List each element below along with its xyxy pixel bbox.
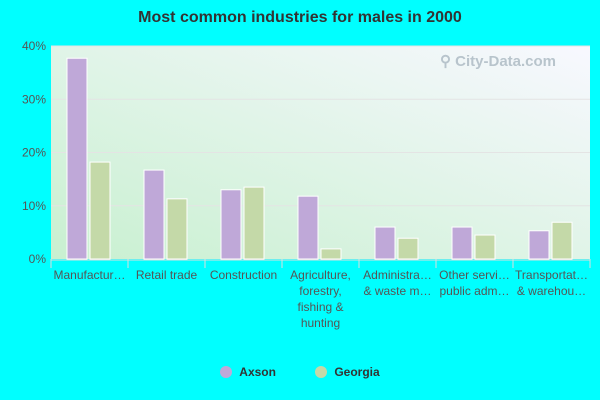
x-category-label: Agriculture, (290, 268, 351, 282)
legend-label: Axson (239, 365, 276, 379)
x-category-label: forestry, (299, 284, 341, 298)
x-category-label: Other servi… (439, 268, 510, 282)
legend-label: Georgia (334, 365, 380, 379)
bar-georgia (397, 237, 419, 260)
bar-axson (220, 189, 242, 260)
x-category-label: Retail trade (136, 268, 198, 282)
y-tick-label: 40% (22, 39, 46, 53)
x-category-label: Administra… (363, 268, 432, 282)
bar-georgia (243, 186, 265, 260)
y-tick-label: 30% (22, 92, 46, 106)
bar-georgia (551, 221, 573, 260)
bar-axson (66, 57, 88, 260)
legend-item-axson: Axson (220, 365, 276, 379)
x-category-label: public adm… (439, 284, 509, 298)
x-category-label: Transportat… (515, 268, 588, 282)
x-category-label: & waste m… (363, 284, 431, 298)
bar-axson (374, 226, 396, 260)
bar-georgia (166, 198, 188, 260)
chart-title: Most common industries for males in 2000 (138, 9, 462, 26)
bar-georgia (474, 234, 496, 260)
bar-georgia (320, 248, 342, 260)
legend-item-georgia: Georgia (315, 365, 380, 379)
y-tick-label: 10% (22, 199, 46, 213)
legend-swatch (220, 366, 233, 378)
y-tick-label: 20% (22, 146, 46, 160)
x-category-label: & warehou… (517, 284, 586, 298)
legend-swatch (315, 366, 328, 378)
bar-axson (143, 169, 165, 260)
watermark-logo: ⚲ City-Data.com (440, 53, 557, 70)
x-category-label: hunting (301, 316, 340, 330)
bar-axson (297, 195, 319, 260)
bar-axson (528, 230, 550, 260)
x-category-label: Construction (210, 268, 277, 282)
x-category-label: fishing & (297, 300, 343, 314)
bar-axson (451, 226, 473, 260)
legend: Axson Georgia (0, 365, 600, 381)
x-category-label: Manufactur… (53, 268, 125, 282)
y-tick-label: 0% (29, 252, 47, 266)
bar-georgia (89, 161, 111, 260)
